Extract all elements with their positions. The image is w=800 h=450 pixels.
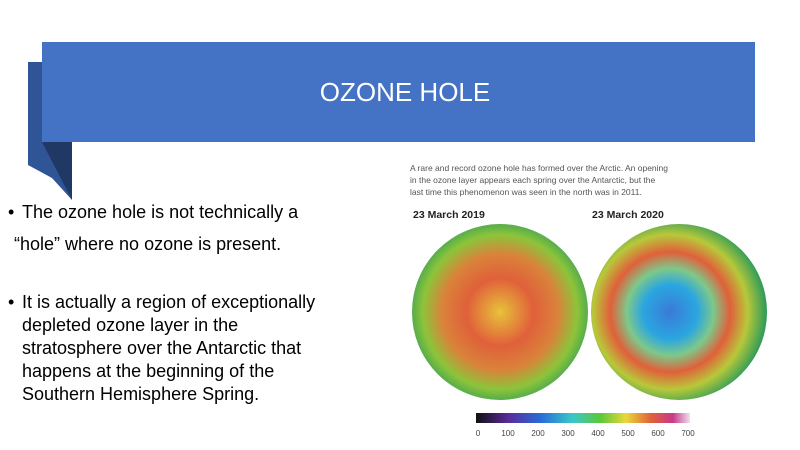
map-date: 23 March 2020 <box>592 209 664 221</box>
scale-label: 500 <box>621 429 635 438</box>
scale-label: 700 <box>681 429 695 438</box>
ribbon-shadow <box>42 142 72 200</box>
scale-label: 400 <box>591 429 605 438</box>
caption-line: last time this phenomenon was seen in th… <box>410 187 642 197</box>
color-bar-ticks: 0 100 200 300 400 500 600 700 <box>476 429 695 438</box>
color-bar <box>476 413 690 423</box>
scale-label: 0 <box>476 429 481 438</box>
bullet-marker: • <box>8 202 14 222</box>
bullet-line: stratosphere over the Antarctic that <box>22 338 301 358</box>
bullet-line: Southern Hemisphere Spring. <box>22 384 259 404</box>
scale-label: 100 <box>501 429 515 438</box>
bullet-line: happens at the beginning of the <box>22 361 274 381</box>
bullet-line: It is actually a region of exceptionally <box>22 292 315 312</box>
bullet-list: • The ozone hole is not technically a “h… <box>8 202 315 404</box>
caption-line: in the ozone layer appears each spring o… <box>410 175 656 185</box>
globe-2019 <box>412 224 588 400</box>
map-date: 23 March 2019 <box>413 209 485 221</box>
slide-title: OZONE HOLE <box>320 77 490 107</box>
bullet-marker: • <box>8 292 14 312</box>
bullet-line: depleted ozone layer in the <box>22 315 238 335</box>
scale-label: 600 <box>651 429 665 438</box>
bullet-line: The ozone hole is not technically a <box>22 202 299 222</box>
title-banner <box>42 42 755 142</box>
bullet-line: “hole” where no ozone is present. <box>14 234 281 254</box>
ozone-figure: A rare and record ozone hole has formed … <box>410 163 767 438</box>
caption-line: A rare and record ozone hole has formed … <box>410 163 668 173</box>
globe-2020 <box>591 224 767 400</box>
scale-label: 200 <box>531 429 545 438</box>
scale-label: 300 <box>561 429 575 438</box>
